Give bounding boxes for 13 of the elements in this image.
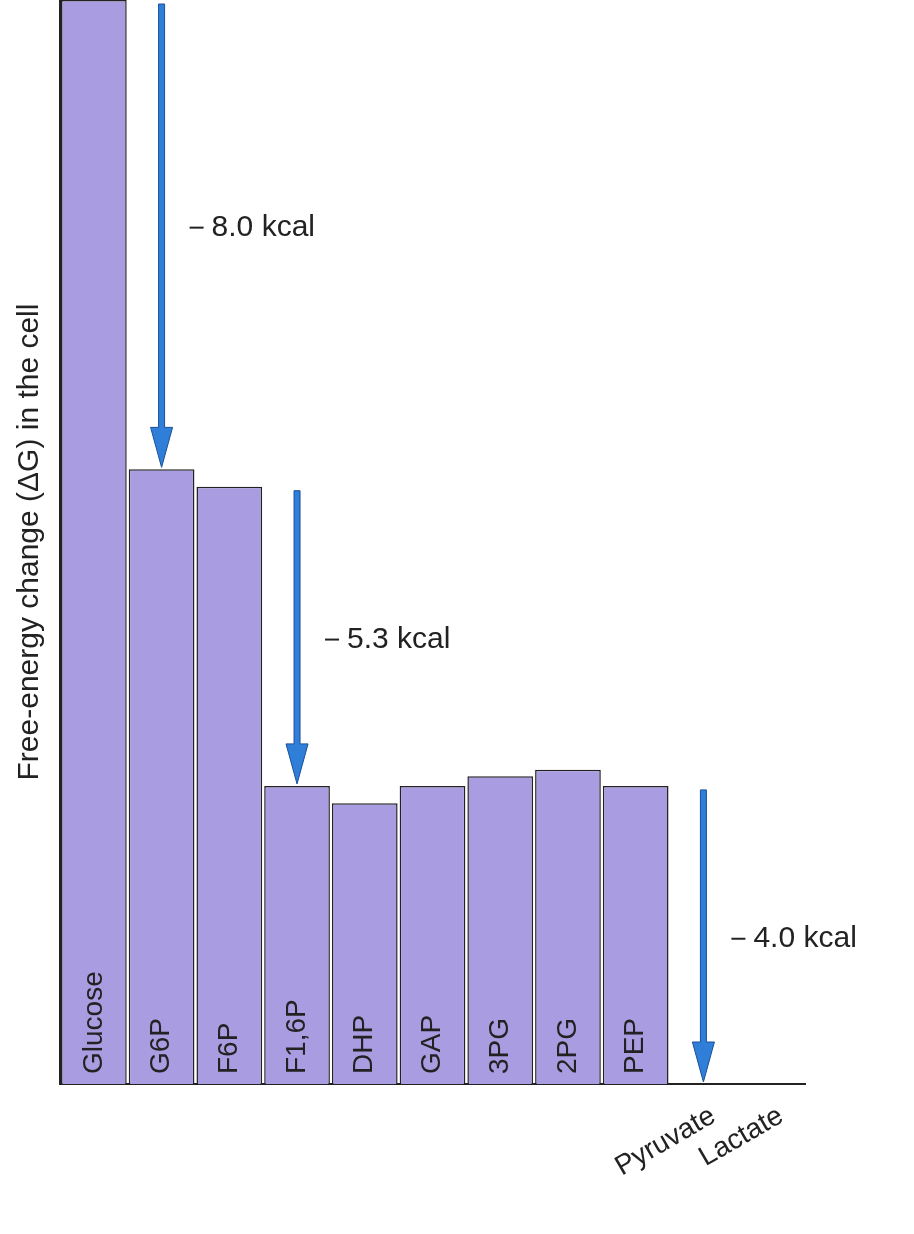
- x-tick-label: F1,6P: [279, 999, 311, 1074]
- x-tick-label: F6P: [212, 1022, 244, 1074]
- y-axis-title: Free-energy change (ΔG) in the cell: [11, 303, 45, 781]
- annotation: 4.0 kcal: [753, 920, 857, 954]
- x-tick-label: DHP: [347, 1014, 379, 1074]
- x-tick-label: 2PG: [550, 1017, 582, 1074]
- x-tick-label: 3PG: [482, 1017, 514, 1074]
- annotation: 5.3 kcal: [347, 620, 451, 654]
- x-tick-label: G6P: [144, 1017, 176, 1074]
- x-tick-label: GAP: [415, 1014, 447, 1074]
- x-tick-label: Glucose: [76, 971, 108, 1074]
- x-tick-label: PEP: [618, 1017, 650, 1074]
- annotation: 8.0 kcal: [211, 208, 315, 242]
